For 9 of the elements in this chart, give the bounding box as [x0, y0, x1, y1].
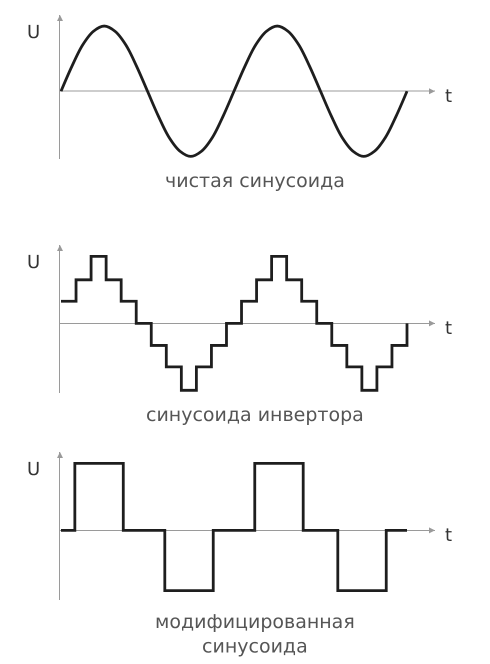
text: синусоида инвертора [146, 404, 364, 426]
x-axis-title: t [445, 525, 452, 546]
text: чистая синусоида [165, 170, 345, 192]
text: модифицированная синусоида [155, 611, 355, 658]
y-axis-title: U [27, 22, 40, 43]
y-axis-title: U [27, 252, 40, 273]
x-axis-title: t [445, 318, 452, 339]
x-axis-title: t [445, 86, 452, 107]
y-axis-title: U [27, 459, 40, 480]
